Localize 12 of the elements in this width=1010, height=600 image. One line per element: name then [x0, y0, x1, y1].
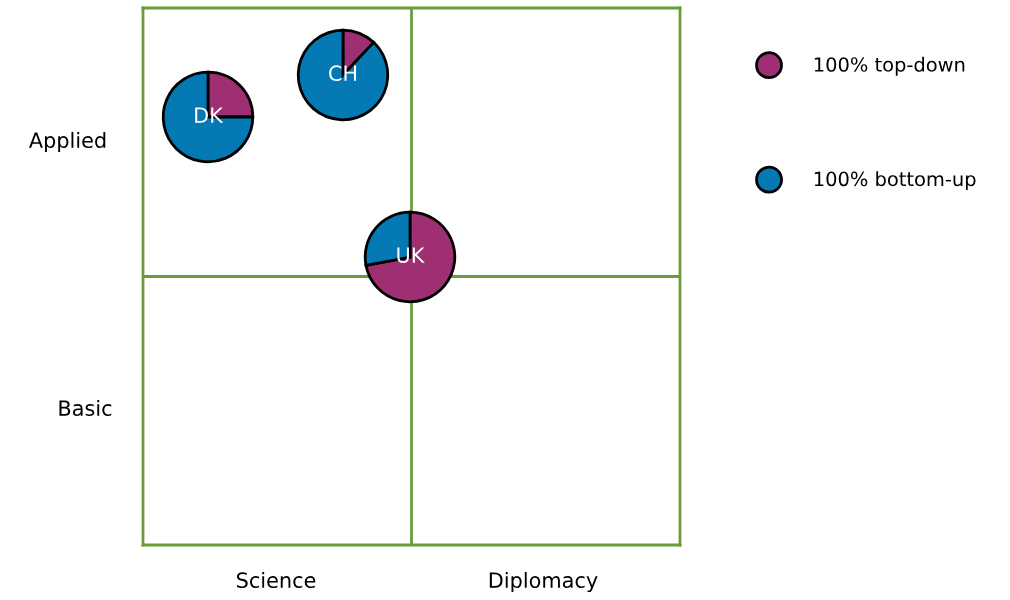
text: Basic: [59, 399, 112, 417]
text: Science: [236, 571, 316, 589]
pie-slice: [296, 28, 390, 122]
legend-label: 100% top-down: [814, 56, 965, 76]
text: DK: [195, 107, 224, 123]
text: CH: [329, 65, 357, 82]
text: Diplomacy: [489, 571, 598, 593]
text: UK: [397, 247, 425, 264]
legend-label: 100% bottom-up: [814, 171, 976, 191]
text: Applied: [29, 131, 106, 153]
pie-slice: [364, 210, 457, 304]
pie-slice: [161, 70, 255, 164]
